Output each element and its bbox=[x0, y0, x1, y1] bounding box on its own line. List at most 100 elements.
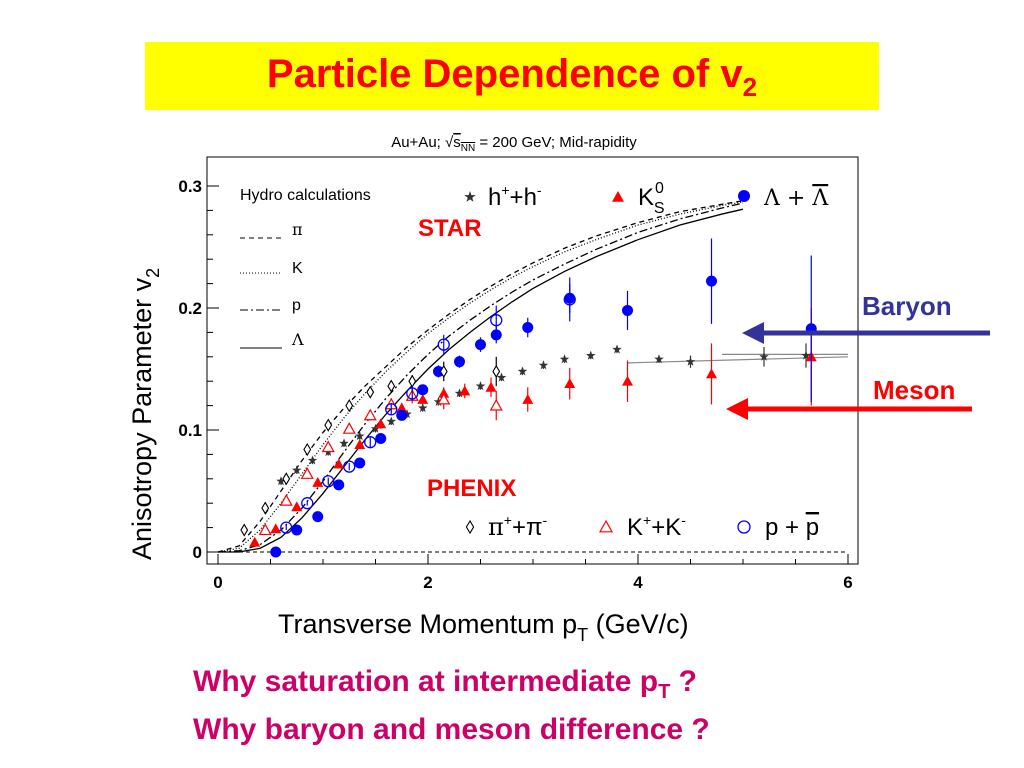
title-box: Particle Dependence of v2 bbox=[145, 42, 879, 110]
data-point bbox=[612, 344, 622, 354]
data-point bbox=[496, 372, 507, 382]
data-point bbox=[418, 403, 428, 413]
legend-label-p: p bbox=[292, 297, 301, 314]
chart-title-post: = 200 GeV; Mid-rapidity bbox=[475, 134, 637, 151]
y-tick-label: 0.2 bbox=[178, 299, 202, 318]
baryon-arrowhead bbox=[742, 322, 764, 344]
hydro-curve bbox=[217, 201, 744, 553]
y-axis-label: Anisotropy Parameter v2 bbox=[127, 268, 163, 560]
data-point bbox=[300, 467, 314, 479]
data-point bbox=[366, 385, 375, 399]
data-point bbox=[312, 511, 324, 523]
data-point bbox=[301, 497, 314, 510]
x-tick-label: 2 bbox=[423, 573, 432, 592]
data-point bbox=[433, 365, 444, 377]
y-axis-label-sub: 2 bbox=[143, 268, 163, 278]
data-point bbox=[279, 494, 293, 506]
data-point bbox=[759, 351, 769, 361]
x-tick-label: 4 bbox=[633, 573, 643, 592]
data-point bbox=[307, 455, 318, 465]
question-1: Why saturation at intermediate pT ? bbox=[193, 665, 697, 703]
legend-pipi: π++π- bbox=[488, 512, 548, 541]
data-point bbox=[333, 458, 345, 469]
legend-ppbar: p + p bbox=[765, 514, 819, 541]
chart-title-s: s bbox=[453, 134, 461, 151]
data-point bbox=[465, 519, 475, 535]
data-point bbox=[386, 416, 396, 426]
data-point bbox=[464, 191, 476, 202]
data-point bbox=[522, 394, 534, 404]
legend-lambda: Λ + Λ bbox=[763, 186, 829, 211]
x-tick-label: 6 bbox=[843, 573, 852, 592]
data-point bbox=[459, 385, 471, 396]
data-point bbox=[258, 523, 272, 536]
y-tick-label: 0.3 bbox=[178, 177, 202, 196]
data-point bbox=[303, 442, 312, 457]
x-axis-label-sub: T bbox=[577, 625, 588, 645]
data-point bbox=[355, 431, 365, 441]
data-point bbox=[270, 523, 282, 534]
data-point bbox=[439, 364, 448, 379]
data-markers bbox=[240, 238, 817, 558]
star-legend: h++h- K0 S Λ + Λ bbox=[464, 180, 829, 217]
legend-hh: h++h- bbox=[488, 182, 542, 211]
y-axis-label-main: Anisotropy Parameter v bbox=[127, 277, 157, 560]
data-point bbox=[598, 519, 614, 533]
data-point bbox=[280, 521, 293, 534]
data-point bbox=[685, 356, 696, 366]
data-point bbox=[622, 304, 633, 316]
data-point bbox=[291, 501, 303, 512]
data-point bbox=[291, 524, 303, 536]
chart-title: Au+Au; √sNN = 200 GeV; Mid-rapidity bbox=[391, 134, 637, 154]
hydro-curve bbox=[217, 199, 744, 553]
data-point bbox=[322, 475, 335, 488]
data-point bbox=[622, 375, 633, 386]
slide-title-main: Particle Dependence of v bbox=[266, 52, 743, 96]
data-point bbox=[417, 384, 429, 396]
data-point bbox=[343, 460, 356, 473]
data-point bbox=[333, 479, 345, 491]
data-point bbox=[402, 409, 412, 419]
chart-title-sqrt: √ bbox=[445, 134, 454, 151]
data-point bbox=[375, 418, 387, 429]
star-label: STAR bbox=[418, 215, 482, 242]
data-point bbox=[324, 418, 333, 432]
legend-kk: K++K- bbox=[627, 512, 686, 541]
meson-label: Meson bbox=[873, 375, 955, 405]
slide-title: Particle Dependence of v2 bbox=[145, 52, 879, 103]
phenix-legend: π++π- K++K- p + p bbox=[465, 512, 819, 541]
data-point bbox=[437, 392, 451, 405]
hydro-legend-title: Hydro calculations bbox=[240, 187, 371, 204]
data-point bbox=[538, 360, 549, 370]
data-point bbox=[454, 356, 465, 368]
legend-label-pi: π bbox=[292, 220, 303, 239]
data-point bbox=[387, 379, 396, 393]
data-point bbox=[475, 381, 486, 391]
data-point bbox=[339, 438, 349, 448]
data-point bbox=[408, 374, 417, 388]
data-point bbox=[564, 378, 576, 389]
data-point bbox=[363, 408, 377, 421]
data-point bbox=[261, 501, 270, 515]
data-point bbox=[490, 314, 503, 327]
data-point bbox=[364, 436, 377, 449]
x-axis-label-unit: (GeV/c) bbox=[588, 609, 689, 639]
data-point bbox=[396, 409, 408, 421]
data-point bbox=[706, 275, 717, 287]
legend-label-k: K bbox=[292, 260, 303, 277]
data-point bbox=[489, 398, 503, 411]
chart-title-nn: NN bbox=[461, 143, 475, 154]
data-point bbox=[801, 350, 811, 360]
data-point bbox=[433, 396, 444, 406]
data-point bbox=[276, 476, 286, 486]
data-point bbox=[563, 293, 576, 306]
data-point bbox=[354, 457, 366, 469]
data-point bbox=[396, 402, 408, 413]
data-point bbox=[654, 354, 664, 364]
data-point bbox=[706, 368, 717, 379]
data-point bbox=[417, 394, 429, 404]
data-point bbox=[437, 338, 450, 351]
data-point bbox=[492, 364, 501, 379]
x-axis-label: Transverse Momentum pT (GeV/c) bbox=[278, 609, 689, 645]
